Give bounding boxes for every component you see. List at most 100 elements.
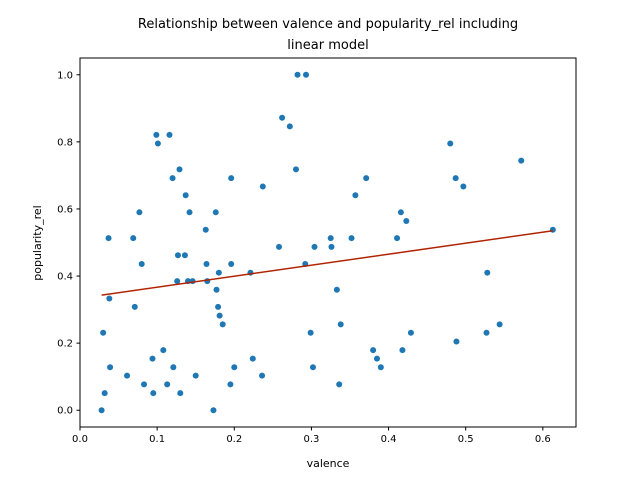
data-point [483,329,490,336]
data-point [181,252,188,259]
y-tick-label: 0.6 [57,204,73,215]
data-point [216,312,223,319]
data-point [182,192,189,199]
data-point [249,355,256,362]
chart-title-line-2: linear model [287,38,368,53]
x-tick-label: 0.6 [535,434,551,445]
regression-layer [101,230,553,296]
data-point [309,364,316,371]
data-point [303,71,310,78]
data-point [259,372,266,379]
data-point [164,381,171,388]
data-point [101,390,108,397]
x-tick-label: 0.5 [458,434,474,445]
x-tick-label: 0.0 [72,434,88,445]
x-axis: 0.0 0.1 0.2 0.3 0.4 0.5 0.6 [72,427,551,445]
data-point [484,269,491,276]
data-point [105,235,112,242]
data-point [453,338,460,345]
data-point [192,372,199,379]
data-point [227,381,234,388]
y-tick-label: 0.2 [57,339,73,350]
data-point [370,347,377,354]
data-point [100,329,107,336]
data-point [202,226,209,233]
data-point [311,243,318,250]
data-point [294,71,301,78]
data-point [213,286,220,293]
data-point [394,235,401,242]
plot-area [98,71,556,414]
data-point [336,381,343,388]
data-point [141,381,148,388]
data-point [130,235,137,242]
y-axis-label: popularity_rel [31,205,44,280]
data-point [166,131,173,138]
data-point [170,364,177,371]
data-point [333,286,340,293]
data-point [131,303,138,310]
data-point [496,321,503,328]
data-point [337,321,344,328]
data-point [327,235,334,242]
data-point [518,157,525,164]
y-tick-label: 0.8 [57,137,73,148]
data-point [259,183,266,190]
data-point [352,192,359,199]
data-point [153,131,160,138]
data-point [228,260,235,267]
chart-title-line-1: Relationship between valence and popular… [138,17,518,32]
data-point [373,355,380,362]
data-point [403,218,410,225]
x-tick-label: 0.1 [149,434,165,445]
data-point [215,303,222,310]
data-point [219,321,226,328]
data-point [107,364,114,371]
x-tick-label: 0.2 [226,434,242,445]
x-tick-label: 0.3 [303,434,319,445]
data-point [169,175,176,182]
data-point [549,226,556,233]
data-point [279,114,286,121]
data-point [215,269,222,276]
y-axis: 0.0 0.2 0.4 0.6 0.8 1.0 [57,70,80,417]
data-point [286,123,293,130]
y-tick-label: 1.0 [57,70,73,81]
data-point [174,252,181,259]
data-point [150,390,157,397]
data-point [210,407,217,414]
data-point [177,390,184,397]
data-point [292,166,299,173]
data-point [307,329,314,336]
data-point [407,329,414,336]
plot-frame [79,57,577,428]
data-point [176,166,183,173]
data-point [377,364,384,371]
data-point [98,407,105,414]
data-point [106,295,113,302]
data-point [138,260,145,267]
data-point [231,364,238,371]
data-point [136,209,143,216]
x-tick-label: 0.4 [381,434,397,445]
data-point [174,278,181,285]
data-point [399,347,406,354]
regression-line [101,230,553,296]
data-point [212,209,219,216]
data-point [363,175,370,182]
data-point [149,355,156,362]
data-point [348,235,355,242]
data-point [328,243,335,250]
data-point [452,175,459,182]
data-point [228,175,235,182]
data-point [397,209,404,216]
data-point [124,372,131,379]
y-tick-label: 0.4 [57,272,73,283]
data-point [186,209,193,216]
y-tick-label: 0.0 [57,406,73,417]
data-point [203,260,210,267]
data-point [154,140,161,147]
data-point [447,140,454,147]
data-point [460,183,467,190]
